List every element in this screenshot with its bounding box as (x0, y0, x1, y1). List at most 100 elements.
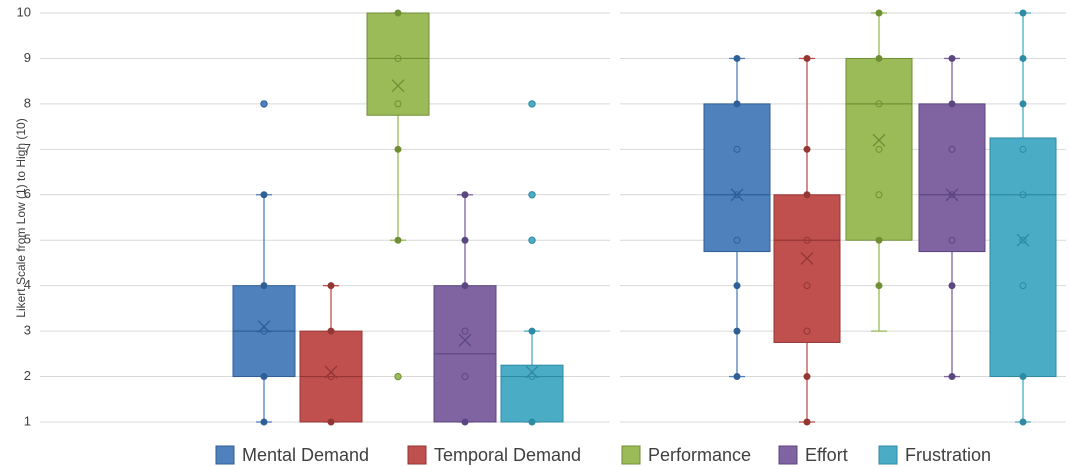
data-point (733, 327, 741, 335)
mean-marker (391, 79, 405, 93)
data-point (875, 145, 883, 153)
box-frustration (989, 9, 1057, 426)
mean-marker (257, 320, 271, 334)
data-point (803, 282, 811, 290)
outlier-point (528, 191, 536, 199)
box-mental-demand (703, 54, 771, 381)
data-point (733, 191, 741, 199)
data-point (733, 373, 741, 381)
y-tick-label: 7 (24, 141, 31, 156)
legend-item-effort: Effort (778, 445, 848, 465)
data-point (1019, 145, 1027, 153)
data-point (733, 100, 741, 108)
box-temporal-demand (299, 282, 363, 426)
data-point (875, 191, 883, 199)
data-point (394, 145, 402, 153)
data-point (803, 54, 811, 62)
legend-item-temporal-demand: Temporal Demand (407, 445, 581, 465)
legend-swatch (407, 445, 427, 465)
data-point (461, 418, 469, 426)
data-point (803, 145, 811, 153)
legend: Mental Demand Temporal Demand Performance E… (215, 445, 991, 465)
box-effort (433, 191, 497, 426)
y-tick-label: 6 (24, 186, 31, 201)
data-point (461, 191, 469, 199)
legend-swatch (621, 445, 641, 465)
mean-marker (872, 133, 886, 147)
mean-marker (800, 251, 814, 265)
data-point (327, 418, 335, 426)
box-temporal-demand (773, 54, 841, 426)
data-point (1019, 100, 1027, 108)
mean-marker (525, 365, 539, 379)
data-point (394, 54, 402, 62)
data-point (733, 236, 741, 244)
y-tick-label: 5 (24, 232, 31, 247)
data-point (803, 418, 811, 426)
data-point (875, 54, 883, 62)
mean-marker (730, 188, 744, 202)
legend-item-frustration: Frustration (878, 445, 991, 465)
data-point (733, 145, 741, 153)
outlier-point (394, 372, 402, 381)
left-panel (232, 9, 564, 426)
legend-label: Frustration (905, 445, 991, 465)
data-point (461, 327, 469, 335)
legend-label: Temporal Demand (434, 445, 581, 465)
data-point (948, 282, 956, 290)
data-point (1019, 373, 1027, 381)
data-point (875, 236, 883, 244)
y-tick-label: 4 (24, 277, 31, 292)
data-point (260, 327, 268, 335)
data-point (875, 100, 883, 108)
box-iqr (918, 103, 986, 253)
mean-marker (945, 188, 959, 202)
y-tick-label: 10 (17, 4, 31, 19)
data-point (1019, 191, 1027, 199)
box-iqr (500, 364, 564, 423)
data-point (803, 327, 811, 335)
outlier-point (528, 100, 536, 108)
data-point (1019, 236, 1027, 244)
data-point (461, 282, 469, 290)
y-tick-label: 8 (24, 95, 31, 110)
data-point (394, 100, 402, 108)
y-tick-label: 1 (24, 413, 31, 428)
data-point (948, 236, 956, 244)
data-point (260, 282, 268, 290)
data-point (394, 236, 402, 244)
legend-item-mental-demand: Mental Demand (215, 445, 369, 465)
data-point (803, 191, 811, 199)
box-iqr (703, 103, 771, 253)
data-point (260, 191, 268, 199)
data-point (528, 373, 536, 381)
data-point (260, 418, 268, 426)
data-point (803, 236, 811, 244)
data-point (948, 145, 956, 153)
box-iqr (366, 12, 430, 116)
outlier-point (528, 236, 536, 244)
box-iqr (845, 57, 913, 241)
data-point (394, 9, 402, 17)
y-tick-label: 3 (24, 323, 31, 338)
right-panel (703, 9, 1057, 426)
box-performance (366, 9, 430, 381)
data-point (461, 236, 469, 244)
data-point (948, 54, 956, 62)
y-tick-label: 9 (24, 50, 31, 65)
data-point (733, 54, 741, 62)
box-performance (845, 9, 913, 332)
data-point (327, 327, 335, 335)
legend-swatch (778, 445, 798, 465)
box-iqr (989, 137, 1057, 378)
data-point (803, 373, 811, 381)
data-point (1019, 9, 1027, 17)
data-point (875, 282, 883, 290)
box-mental-demand (232, 100, 296, 426)
box-effort (918, 54, 986, 381)
data-point (461, 373, 469, 381)
legend-item-performance: Performance (621, 445, 751, 465)
data-point (1019, 54, 1027, 62)
data-point (260, 373, 268, 381)
